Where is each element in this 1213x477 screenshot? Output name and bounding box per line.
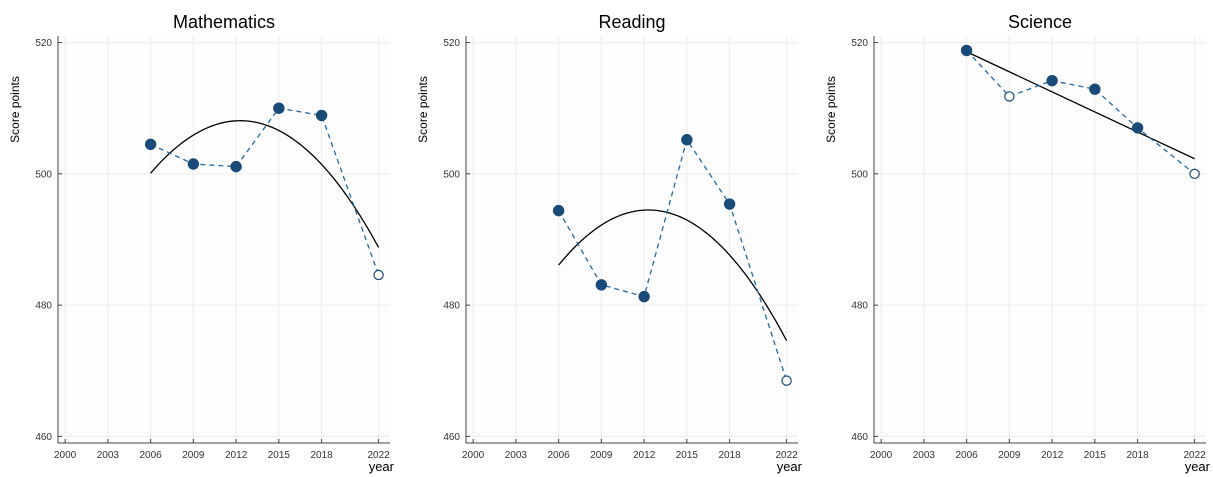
chart-title: Reading (598, 12, 665, 32)
y-tick-label: 480 (443, 301, 460, 312)
x-tick-label: 2009 (182, 450, 205, 461)
x-tick-label: 2022 (1183, 450, 1206, 461)
x-tick-label: 2018 (310, 450, 333, 461)
x-tick-label: 2009 (590, 450, 613, 461)
plot-area (466, 36, 798, 443)
data-point (781, 375, 792, 386)
x-tick-label: 2003 (505, 450, 528, 461)
data-point (1089, 83, 1101, 95)
y-tick-label: 500 (35, 169, 52, 180)
data-point (273, 102, 285, 114)
x-tick-label: 2015 (268, 450, 291, 461)
x-axis-label: year (777, 459, 803, 474)
chart-panel-science: 2000 2003 2006 2009 2012 2015 2018 2022 460 480 50… (824, 12, 1211, 474)
data-point (1189, 168, 1200, 180)
x-tick-label: 2015 (676, 450, 699, 461)
x-tick-label: 2000 (462, 450, 485, 461)
y-tick-label: 480 (35, 301, 52, 312)
y-tick-label: 500 (851, 169, 868, 180)
y-tick-label: 460 (443, 432, 460, 443)
y-tick-label: 480 (851, 301, 868, 312)
data-point (960, 44, 973, 57)
chart-title: Science (1008, 12, 1072, 32)
x-tick-label: 2018 (718, 450, 741, 461)
x-tick-label: 2022 (367, 450, 390, 461)
y-tick-label: 500 (443, 169, 460, 180)
data-point (1046, 74, 1058, 87)
x-tick-label: 2015 (1084, 450, 1107, 461)
x-tick-label: 2000 (870, 450, 893, 461)
y-axis-label: Score points (416, 76, 430, 143)
series-line (966, 49, 1196, 175)
x-tick-label: 2006 (955, 450, 978, 461)
chart-title: Mathematics (173, 12, 275, 32)
y-tick-label: 520 (851, 38, 868, 49)
plot-area (874, 36, 1206, 443)
series-line (150, 107, 380, 276)
y-tick-label: 520 (443, 38, 460, 49)
chart-panel-mathematics: 2000 2003 2006 2009 2012 2015 2018 2022 460 480 50… (8, 12, 395, 474)
x-tick-label: 2003 (97, 450, 120, 461)
x-tick-label: 2000 (54, 450, 77, 461)
data-point (144, 138, 157, 151)
data-point (595, 279, 608, 291)
data-point (1004, 91, 1015, 102)
series-line (558, 138, 788, 381)
y-tick-label: 520 (35, 38, 52, 49)
data-point (230, 160, 242, 173)
x-tick-label: 2012 (225, 450, 248, 461)
trend-line (150, 120, 380, 248)
x-tick-label: 2009 (998, 450, 1021, 461)
data-point (638, 290, 650, 303)
data-point (552, 204, 565, 217)
data-point (723, 198, 736, 210)
x-axis-label: year (1185, 459, 1211, 474)
x-tick-label: 2012 (633, 450, 656, 461)
trend-line (966, 51, 1195, 160)
y-axis-label: Score points (8, 76, 22, 143)
chart-panel-reading: 2000 2003 2006 2009 2012 2015 2018 2022 460 480 50… (416, 12, 803, 474)
x-tick-label: 2006 (547, 450, 570, 461)
x-tick-label: 2022 (775, 450, 798, 461)
trend-line (558, 209, 788, 341)
plot-area (58, 36, 390, 443)
y-tick-label: 460 (35, 432, 52, 443)
x-tick-label: 2003 (913, 450, 936, 461)
data-point (315, 109, 328, 122)
x-tick-label: 2012 (1041, 450, 1064, 461)
x-tick-label: 2018 (1126, 450, 1149, 461)
data-point (1131, 122, 1144, 134)
data-point (187, 158, 200, 170)
data-point (681, 134, 693, 146)
data-point (373, 269, 384, 281)
x-tick-label: 2006 (139, 450, 162, 461)
y-tick-label: 460 (851, 432, 868, 443)
x-axis-label: year (369, 459, 395, 474)
y-axis-label: Score points (824, 76, 838, 143)
